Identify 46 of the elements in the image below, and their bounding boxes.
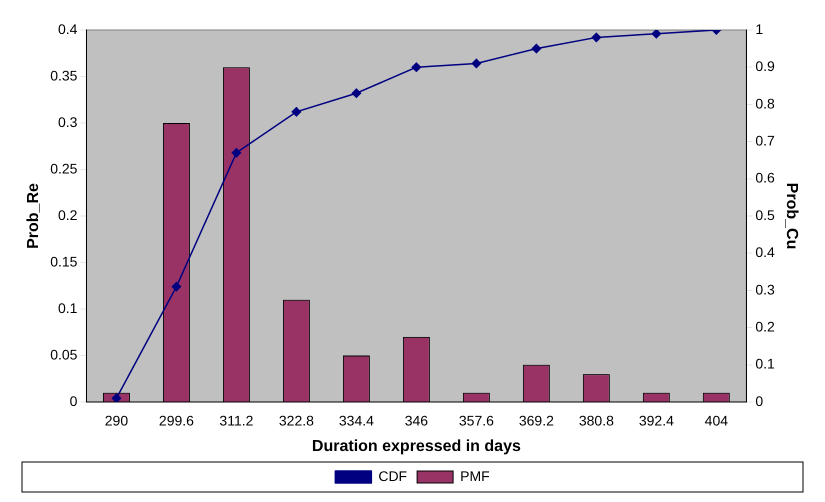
y2-tick-label: 0.3 bbox=[755, 281, 776, 298]
y2-tick-label: 0.1 bbox=[755, 356, 776, 372]
y2-tick-label: 1 bbox=[755, 20, 764, 37]
y-tick-label: 0.25 bbox=[50, 160, 78, 176]
x-tick-label: 299.6 bbox=[158, 412, 194, 428]
x-axis-title: Duration expressed in days bbox=[312, 438, 521, 455]
y2-tick-label: 0.6 bbox=[755, 170, 776, 186]
legend-label: PMF bbox=[460, 468, 490, 484]
y2-tick-label: 0.4 bbox=[755, 244, 776, 260]
point bbox=[112, 394, 122, 402]
x-tick-label: 290 bbox=[104, 412, 128, 428]
y2-axis-title: Prob_Cu bbox=[782, 182, 800, 250]
y-tick-label: 0 bbox=[70, 392, 78, 409]
y-tick-label: 0.1 bbox=[58, 300, 78, 316]
point bbox=[532, 44, 542, 54]
y2-tick-label: 0.7 bbox=[755, 132, 776, 148]
x-tick-label: 334.4 bbox=[338, 412, 374, 428]
y-tick-label: 0.4 bbox=[58, 20, 78, 37]
y-tick-label: 0.15 bbox=[50, 253, 78, 270]
x-tick-label: 357.6 bbox=[458, 412, 494, 428]
point bbox=[652, 30, 662, 38]
x-tick-label: 392.4 bbox=[638, 412, 674, 428]
point bbox=[352, 88, 362, 98]
y2-tick-label: 0.5 bbox=[755, 206, 776, 223]
y2-tick-label: 0.2 bbox=[755, 318, 776, 334]
point bbox=[592, 32, 602, 42]
x-tick-label: 322.8 bbox=[278, 412, 314, 428]
legend-label: CDF bbox=[378, 468, 408, 484]
y-tick-label: 0.35 bbox=[50, 67, 78, 84]
x-tick-label: 404 bbox=[704, 412, 728, 428]
point bbox=[412, 62, 422, 72]
y-axis-title: Prob_Re bbox=[25, 183, 42, 249]
x-tick-label: 346 bbox=[404, 412, 428, 428]
point bbox=[172, 282, 182, 292]
y-tick-label: 0.05 bbox=[50, 346, 78, 362]
point bbox=[472, 58, 482, 68]
x-tick-label: 369.2 bbox=[518, 412, 554, 428]
y2-tick-label: 0 bbox=[755, 392, 764, 409]
y2-tick-label: 0.8 bbox=[755, 95, 776, 112]
x-tick-label: 380.8 bbox=[578, 412, 614, 428]
y2-tick-label: 0.9 bbox=[755, 58, 776, 74]
point bbox=[232, 148, 242, 158]
y-tick-label: 0.2 bbox=[58, 206, 78, 223]
x-tick-label: 311.2 bbox=[219, 412, 254, 428]
y-tick-label: 0.3 bbox=[58, 114, 78, 130]
point bbox=[292, 107, 302, 117]
